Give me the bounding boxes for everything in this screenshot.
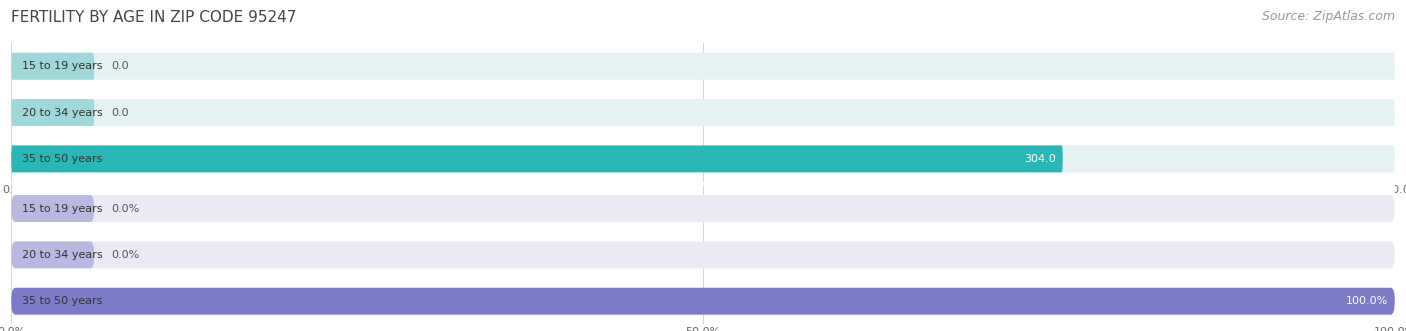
FancyBboxPatch shape: [11, 195, 1395, 222]
FancyBboxPatch shape: [11, 288, 1395, 315]
FancyBboxPatch shape: [11, 288, 1395, 315]
FancyBboxPatch shape: [11, 241, 94, 268]
Text: 0.0%: 0.0%: [111, 204, 139, 213]
Text: 15 to 19 years: 15 to 19 years: [22, 204, 103, 213]
FancyBboxPatch shape: [11, 53, 1395, 80]
Text: 0.0%: 0.0%: [111, 250, 139, 260]
Text: 100.0%: 100.0%: [1346, 296, 1388, 306]
FancyBboxPatch shape: [11, 99, 94, 126]
Text: 304.0: 304.0: [1024, 154, 1056, 164]
Text: 20 to 34 years: 20 to 34 years: [22, 250, 103, 260]
FancyBboxPatch shape: [11, 145, 1063, 172]
FancyBboxPatch shape: [11, 241, 1395, 268]
Text: 35 to 50 years: 35 to 50 years: [22, 296, 103, 306]
Text: 20 to 34 years: 20 to 34 years: [22, 108, 103, 118]
FancyBboxPatch shape: [11, 195, 94, 222]
FancyBboxPatch shape: [11, 53, 94, 80]
FancyBboxPatch shape: [11, 99, 1395, 126]
Text: 15 to 19 years: 15 to 19 years: [22, 61, 103, 71]
Text: 35 to 50 years: 35 to 50 years: [22, 154, 103, 164]
FancyBboxPatch shape: [11, 145, 1395, 172]
Text: FERTILITY BY AGE IN ZIP CODE 95247: FERTILITY BY AGE IN ZIP CODE 95247: [11, 10, 297, 25]
Text: Source: ZipAtlas.com: Source: ZipAtlas.com: [1261, 10, 1395, 23]
Text: 0.0: 0.0: [111, 61, 128, 71]
Text: 0.0: 0.0: [111, 108, 128, 118]
